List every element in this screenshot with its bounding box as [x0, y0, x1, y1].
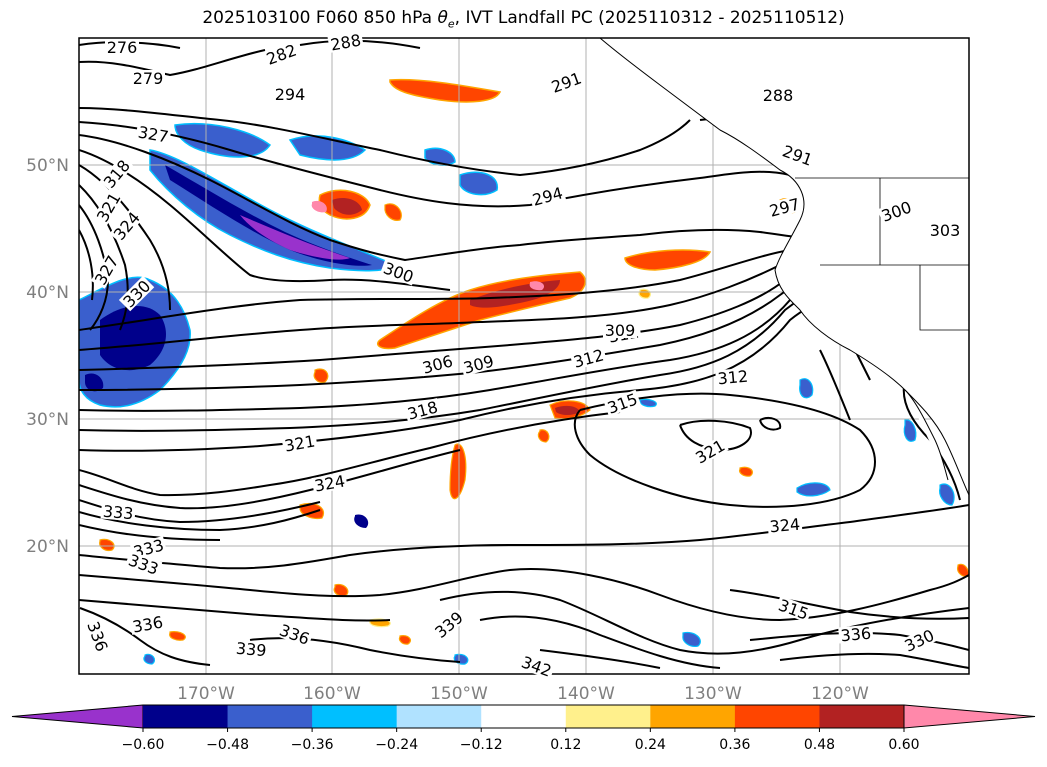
colorbar-tick-label: 0.12	[550, 737, 581, 753]
colorbar-segment	[734, 705, 820, 728]
colorbar-tick-label: −0.12	[460, 737, 503, 753]
contour-label: 336	[840, 624, 872, 646]
longitude-label: 150°W	[430, 684, 488, 704]
contour-label: 312	[717, 367, 749, 389]
latitude-label: 30°N	[26, 410, 69, 430]
contour-label: 309	[605, 321, 636, 340]
contour-label: 276	[107, 38, 138, 57]
colorbar-tick-label: −0.36	[291, 737, 334, 753]
longitude-label: 160°W	[303, 684, 361, 704]
colorbar-segment	[396, 705, 482, 728]
latitude-label: 20°N	[26, 537, 69, 557]
colorbar-segment	[143, 705, 229, 728]
colorbar-tick-label: 0.24	[635, 737, 666, 753]
contour-label: 333	[102, 502, 134, 524]
longitude-label: 120°W	[811, 684, 869, 704]
colorbar-tick-label: 0.36	[719, 737, 750, 753]
colorbar-outline	[143, 704, 904, 729]
colorbar-segment	[819, 705, 905, 728]
colorbar-segment	[312, 705, 398, 728]
colorbar-segment	[227, 705, 313, 728]
negative-pc-shading	[79, 122, 955, 665]
contour-label: 324	[769, 515, 801, 537]
colorbar: −0.60 −0.48 −0.36 −0.24 −0.12 0.12 0.24 0.36 0.4…	[11, 704, 1036, 753]
map-frame	[78, 37, 970, 675]
colorbar-segment	[650, 705, 736, 728]
latitude-label: 50°N	[26, 156, 69, 176]
colorbar-segment	[565, 705, 651, 728]
colorbar-tick-label: 0.60	[888, 737, 919, 753]
contour-label: 303	[930, 221, 961, 240]
contour-label: 339	[235, 639, 267, 661]
colorbar-tick-label: −0.60	[122, 737, 165, 753]
contour-label: 294	[275, 85, 306, 104]
colorbar-tick-label: 0.48	[804, 737, 835, 753]
latitude-labels: 50°N 40°N 30°N 20°N	[26, 156, 69, 557]
longitude-label: 140°W	[557, 684, 615, 704]
longitude-label: 170°W	[177, 684, 235, 704]
latitude-label: 40°N	[26, 283, 69, 303]
colorbar-tick-label: −0.48	[206, 737, 249, 753]
colorbar-over-triangle	[903, 704, 1036, 729]
colorbar-tick-label: −0.24	[375, 737, 418, 753]
coastlines	[599, 38, 969, 496]
state-borders	[795, 177, 969, 331]
longitude-label: 130°W	[684, 684, 742, 704]
map-title: 2025103100 F060 850 hPa θe, IVT Landfall…	[0, 8, 1047, 30]
colorbar-segment	[481, 705, 567, 728]
title-theta-sub: e	[447, 17, 455, 31]
title-theta: θ	[437, 8, 448, 28]
title-prefix: 2025103100 F060 850 hPa	[202, 8, 438, 28]
contour-label: 279	[133, 69, 164, 88]
longitude-labels: 170°W 160°W 150°W 140°W 130°W 120°W	[177, 684, 869, 704]
colorbar-under-triangle	[11, 704, 144, 729]
contour-label: 288	[763, 86, 794, 105]
title-suffix: , IVT Landfall PC (2025110312 - 20251105…	[454, 8, 845, 28]
